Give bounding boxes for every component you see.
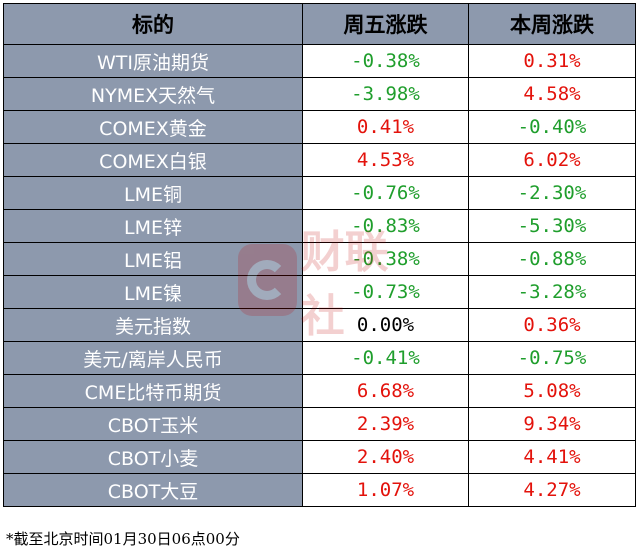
header-instrument: 标的 [3,3,303,45]
weekly-change-value-cell: 4.58% [468,77,636,111]
table-row: 美元/离岸人民币 -0.41% -0.75% [3,341,636,375]
instrument-name: WTI原油期货 [3,44,303,78]
weekly-change-value-cell: 0.31% [468,44,636,78]
friday-change-value: -3.98% [351,83,420,105]
instrument-name: LME铜 [3,176,303,210]
friday-change-value: 6.68% [356,380,415,402]
weekly-change-value-cell: 6.02% [468,143,636,177]
weekly-change-value: -5.30% [517,215,587,237]
table-row: LME铝 -0.38% -0.88% [3,242,636,276]
friday-change-value-cell: -0.38% [302,44,469,78]
friday-change-value: -0.76% [351,182,420,204]
friday-change-value: -0.38% [351,248,420,270]
table-row: CBOT大豆 1.07% 4.27% [3,473,636,507]
friday-change-value-cell: -3.98% [302,77,469,111]
friday-change-value-cell: -0.41% [302,341,469,375]
weekly-change-value-cell: -0.75% [468,341,636,375]
instrument-name: CBOT小麦 [3,440,303,474]
friday-change-value: -0.41% [351,347,420,369]
weekly-change-value-cell: 0.36% [468,308,636,342]
weekly-change-value-cell: -3.28% [468,275,636,309]
footnote: *截至北京时间01月30日06点00分 [6,530,240,548]
friday-change-value-cell: 0.41% [302,110,469,144]
instrument-name: 美元/离岸人民币 [3,341,303,375]
table-row: NYMEX天然气 -3.98% 4.58% [3,77,636,111]
header-weekly-change: 本周涨跌 [468,3,636,45]
friday-change-value: 0.41% [356,116,415,138]
weekly-change-value: -0.40% [517,116,587,138]
weekly-change-value: -0.88% [517,248,587,270]
weekly-change-value: 5.08% [523,380,581,402]
weekly-change-value: 0.36% [523,314,581,336]
table-row: CBOT小麦 2.40% 4.41% [3,440,636,474]
table-row: CME比特币期货 6.68% 5.08% [3,374,636,408]
friday-change-value-cell: -0.83% [302,209,469,243]
friday-change-value-cell: 4.53% [302,143,469,177]
instrument-name: CME比特币期货 [3,374,303,408]
table-row: COMEX白银 4.53% 6.02% [3,143,636,177]
table-row: LME锌 -0.83% -5.30% [3,209,636,243]
instrument-name: CBOT玉米 [3,407,303,441]
friday-change-value: -0.83% [351,215,420,237]
instrument-name: COMEX白银 [3,143,303,177]
friday-change-value: 2.39% [356,413,415,435]
friday-change-value-cell: 0.00% [302,308,469,342]
weekly-change-value: 0.31% [523,50,581,72]
weekly-change-value-cell: -0.88% [468,242,636,276]
weekly-change-value: -3.28% [517,281,587,303]
friday-change-value: -0.38% [351,50,420,72]
weekly-change-value: 4.58% [523,83,581,105]
friday-change-value-cell: 6.68% [302,374,469,408]
instrument-name: 美元指数 [3,308,303,342]
friday-change-value: 0.00% [356,314,415,336]
weekly-change-value: -0.75% [517,347,587,369]
table-row: LME镍 -0.73% -3.28% [3,275,636,309]
weekly-change-value: 4.41% [523,446,581,468]
weekly-change-value-cell: 5.08% [468,374,636,408]
weekly-change-value-cell: -2.30% [468,176,636,210]
friday-change-value: 2.40% [356,446,415,468]
instrument-name: LME镍 [3,275,303,309]
weekly-change-value: -2.30% [517,182,587,204]
instrument-name: LME锌 [3,209,303,243]
friday-change-value-cell: -0.38% [302,242,469,276]
table-row: LME铜 -0.76% -2.30% [3,176,636,210]
table-header-row: 标的 周五涨跌 本周涨跌 [3,3,636,45]
friday-change-value-cell: -0.73% [302,275,469,309]
table-row: COMEX黄金 0.41% -0.40% [3,110,636,144]
table-row: 美元指数 0.00% 0.36% [3,308,636,342]
friday-change-value: -0.73% [351,281,420,303]
instrument-name: CBOT大豆 [3,473,303,507]
friday-change-value: 4.53% [356,149,415,171]
market-change-table: 标的 周五涨跌 本周涨跌 WTI原油期货 -0.38% 0.31% NYMEX天然气 -… [3,3,636,507]
weekly-change-value-cell: 4.27% [468,473,636,507]
instrument-name: NYMEX天然气 [3,77,303,111]
weekly-change-value-cell: -5.30% [468,209,636,243]
friday-change-value-cell: 2.39% [302,407,469,441]
instrument-name: LME铝 [3,242,303,276]
weekly-change-value: 6.02% [523,149,581,171]
friday-change-value: 1.07% [356,479,415,501]
weekly-change-value-cell: -0.40% [468,110,636,144]
weekly-change-value: 4.27% [523,479,581,501]
weekly-change-value: 9.34% [523,413,581,435]
friday-change-value-cell: -0.76% [302,176,469,210]
header-friday-change: 周五涨跌 [302,3,469,45]
table-row: CBOT玉米 2.39% 9.34% [3,407,636,441]
friday-change-value-cell: 2.40% [302,440,469,474]
weekly-change-value-cell: 4.41% [468,440,636,474]
friday-change-value-cell: 1.07% [302,473,469,507]
table-row: WTI原油期货 -0.38% 0.31% [3,44,636,78]
instrument-name: COMEX黄金 [3,110,303,144]
weekly-change-value-cell: 9.34% [468,407,636,441]
